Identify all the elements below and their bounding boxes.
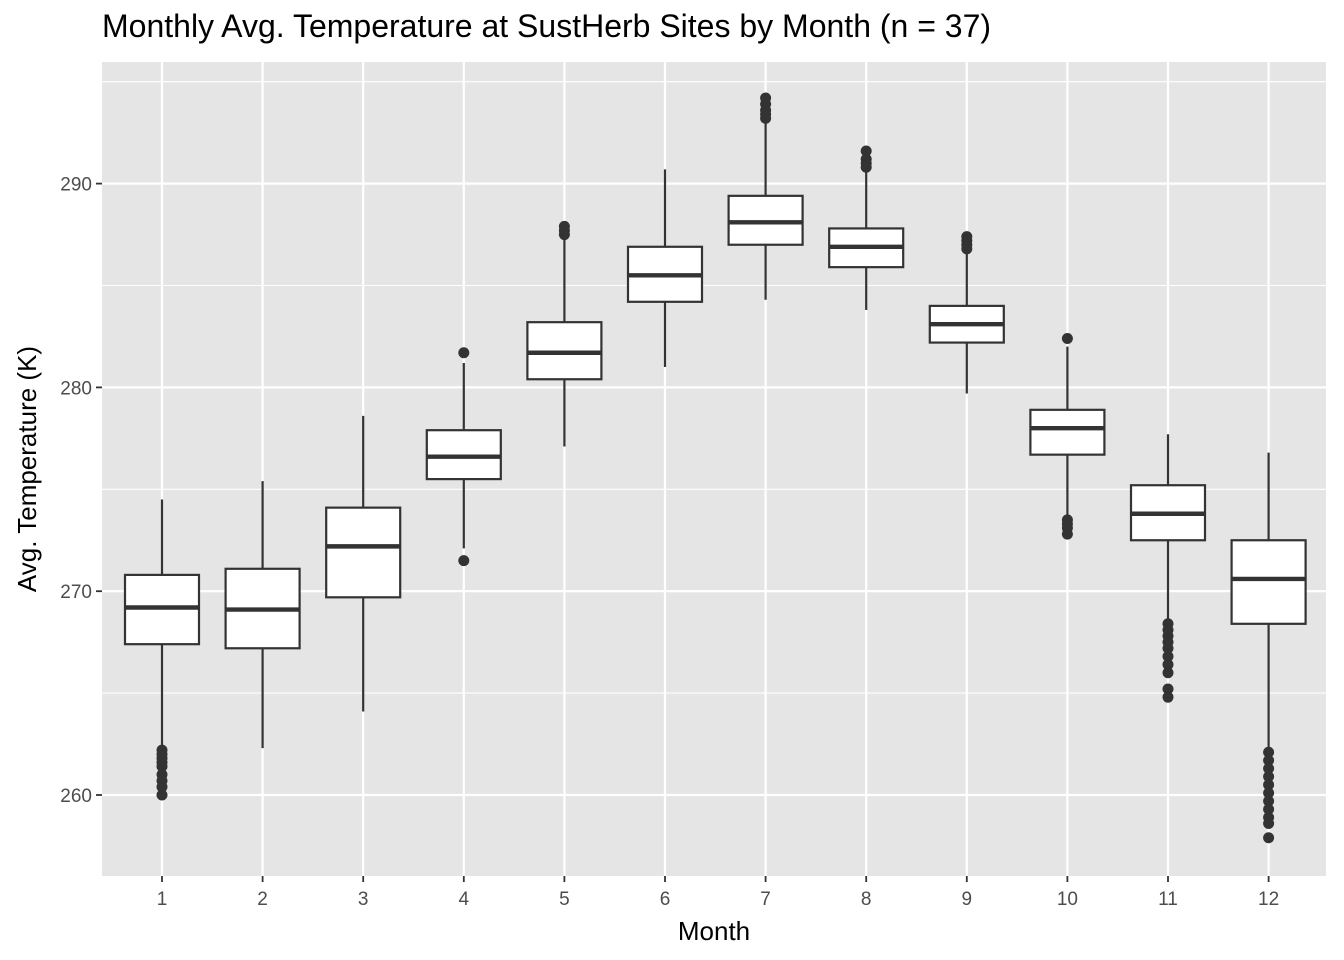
outlier-point (1162, 683, 1174, 695)
minor-gridlines (102, 81, 1326, 694)
box-month-8 (828, 145, 905, 310)
box-month-11 (1129, 434, 1207, 703)
box-month-6 (626, 169, 704, 368)
box-month-5 (526, 220, 603, 447)
box-month-2 (224, 481, 301, 749)
box-month-4 (425, 347, 502, 567)
plot-panel (102, 62, 1326, 876)
y-axis: 260 270 280 290 (60, 175, 102, 807)
x-tick-label: 8 (861, 889, 872, 910)
boxes-layer (123, 92, 1307, 844)
outlier-point (961, 243, 973, 255)
x-tick-label: 4 (459, 889, 470, 910)
outlier-point (860, 145, 872, 157)
x-tick-label: 3 (358, 889, 369, 910)
outlier-point (1162, 659, 1174, 671)
outlier-point (860, 161, 872, 173)
y-tick-label: 270 (60, 582, 92, 603)
outlier-point (1263, 754, 1275, 766)
outlier-point (1263, 746, 1275, 758)
x-tick-label: 9 (962, 889, 973, 910)
outlier-point (1162, 691, 1174, 703)
x-tick-label: 6 (660, 889, 671, 910)
outlier-point (1263, 763, 1275, 775)
outlier-point (1263, 787, 1275, 799)
outlier-point (1162, 642, 1174, 654)
outlier-point (1263, 818, 1275, 830)
box-month-10 (1029, 332, 1106, 540)
box-month-1 (123, 499, 201, 801)
outlier-point (760, 112, 772, 124)
outlier-point (1263, 779, 1275, 791)
outlier-point (1263, 803, 1275, 815)
x-tick-label: 1 (157, 889, 168, 910)
outlier-point (558, 229, 570, 241)
outlier-point (1263, 795, 1275, 807)
outlier-point (1061, 332, 1073, 344)
outlier-point (1162, 650, 1174, 662)
x-tick-label: 10 (1057, 889, 1078, 910)
chart-title: Monthly Avg. Temperature at SustHerb Sit… (102, 8, 992, 44)
x-tick-label: 5 (559, 889, 570, 910)
x-tick-label: 12 (1258, 889, 1279, 910)
box-month-9 (928, 231, 1005, 394)
x-axis: 1 2 3 4 5 6 7 8 9 10 11 12 (157, 876, 1279, 910)
x-tick-label: 2 (257, 889, 268, 910)
box-month-7 (727, 92, 804, 300)
x-tick-label: 7 (760, 889, 771, 910)
outlier-point (156, 760, 168, 772)
y-axis-title: Avg. Temperature (K) (12, 346, 42, 592)
outlier-point (1061, 528, 1073, 540)
outlier-point (156, 789, 168, 801)
x-tick-label: 11 (1158, 889, 1178, 910)
iqr-box (325, 506, 402, 599)
iqr-box (1029, 408, 1106, 456)
y-tick-label: 280 (60, 378, 92, 399)
outlier-point (1162, 667, 1174, 679)
y-tick-label: 260 (60, 786, 92, 807)
box-month-12 (1230, 452, 1307, 844)
iqr-box (1230, 539, 1307, 625)
outlier-point (458, 347, 470, 359)
x-axis-title: Month (678, 916, 750, 946)
box-month-3 (325, 415, 402, 712)
outlier-point (1263, 771, 1275, 783)
y-tick-label: 290 (60, 175, 92, 196)
outlier-point (1263, 832, 1275, 844)
outlier-point (156, 781, 168, 793)
outlier-point (458, 555, 470, 567)
